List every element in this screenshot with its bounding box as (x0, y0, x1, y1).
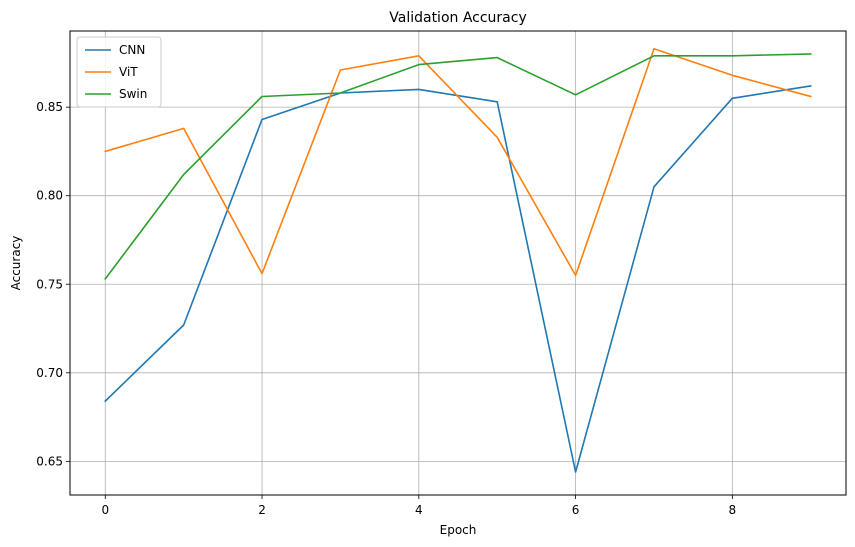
series-line-vit (104, 47, 812, 277)
data-series (104, 47, 812, 473)
legend-label-swin: Swin (119, 87, 147, 101)
x-tick-label: 0 (101, 503, 109, 517)
y-tick-label: 0.85 (36, 100, 63, 114)
y-tick-label: 0.70 (36, 366, 63, 380)
chart-title: Validation Accuracy (389, 10, 527, 26)
x-tick-label: 2 (258, 503, 266, 517)
legend-label-vit: ViT (119, 65, 138, 79)
x-tick-label: 8 (729, 503, 737, 517)
y-tick-label: 0.65 (36, 454, 63, 468)
legend-label-cnn: CNN (119, 43, 145, 57)
x-tick-label: 4 (415, 503, 423, 517)
x-axis-label: Epoch (440, 523, 477, 537)
y-axis-label: Accuracy (9, 236, 23, 291)
x-tick-label: 6 (572, 503, 580, 517)
legend: CNN ViT Swin (76, 36, 162, 108)
legend-box (76, 36, 162, 108)
y-tick-label: 0.75 (36, 277, 63, 291)
plot-area-frame (69, 30, 847, 496)
series-line-swin (104, 53, 812, 281)
axis-ticks: 0 2 4 6 8 0.65 0.70 0.75 0.80 0.85 (36, 100, 736, 517)
y-tick-label: 0.80 (36, 189, 63, 203)
